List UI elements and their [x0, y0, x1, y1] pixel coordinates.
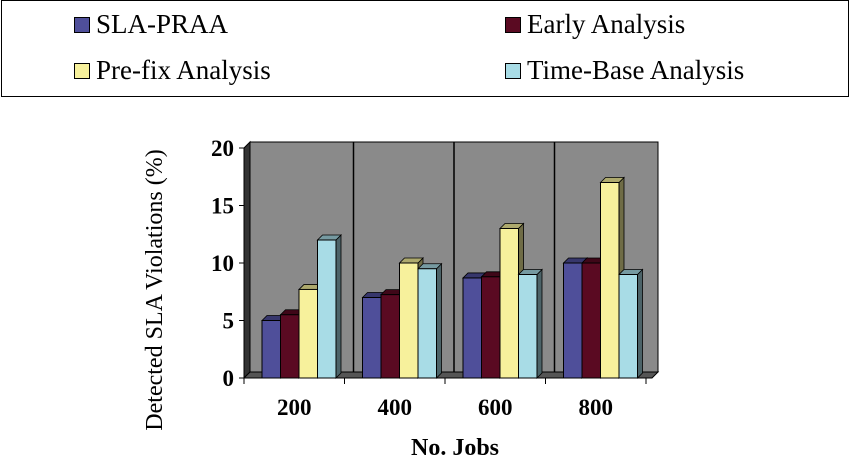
- legend-swatch: [505, 62, 521, 79]
- bar: [317, 239, 337, 379]
- bar-side: [436, 262, 442, 379]
- y-tick-label: 5: [223, 309, 235, 334]
- bar: [261, 320, 281, 379]
- y-tick-label: 0: [223, 366, 235, 391]
- bar: [618, 274, 638, 379]
- bar: [563, 262, 583, 379]
- x-tick-label: 600: [478, 395, 513, 420]
- bar-side: [335, 234, 342, 379]
- legend-swatch: [74, 16, 90, 33]
- bar: [499, 228, 519, 379]
- bar: [481, 276, 501, 379]
- bar: [298, 288, 318, 379]
- bar-side: [637, 268, 643, 379]
- bar: [417, 268, 437, 379]
- y-tick-label: 15: [211, 194, 234, 219]
- bar: [581, 262, 601, 379]
- legend-item-early-analysis: Early Analysis: [505, 9, 685, 40]
- legend: SLA-PRAA Early Analysis Pre-fix Analysis…: [1, 0, 849, 97]
- legend-swatch: [505, 16, 521, 33]
- x-axis-label: No. Jobs: [411, 435, 499, 461]
- y-axis-label: Detected SLA Violations (%): [142, 149, 168, 430]
- legend-item-sla-praa: SLA-PRAA: [74, 9, 228, 40]
- legend-label: Early Analysis: [527, 9, 686, 39]
- x-tick-label: 800: [579, 395, 614, 420]
- legend-label: Pre-fix Analysis: [96, 55, 271, 85]
- bar: [280, 314, 300, 379]
- y-tick-label: 10: [211, 251, 234, 276]
- y-tick-label: 20: [211, 136, 234, 161]
- legend-label: Time-Base Analysis: [527, 55, 745, 85]
- legend-swatch: [74, 62, 90, 79]
- bar-side: [536, 268, 543, 379]
- legend-label: SLA-PRAA: [96, 9, 229, 39]
- bar: [380, 294, 400, 379]
- bar: [462, 277, 482, 379]
- legend-item-pre-fix-analysis: Pre-fix Analysis: [74, 55, 271, 86]
- legend-item-time-base-analysis: Time-Base Analysis: [505, 55, 744, 86]
- x-tick-label: 400: [378, 395, 413, 420]
- bar: [518, 274, 538, 379]
- bar: [362, 297, 382, 379]
- side-wall: [243, 140, 251, 380]
- bar: [600, 182, 620, 379]
- x-tick-label: 200: [277, 395, 312, 420]
- bar: [399, 262, 419, 379]
